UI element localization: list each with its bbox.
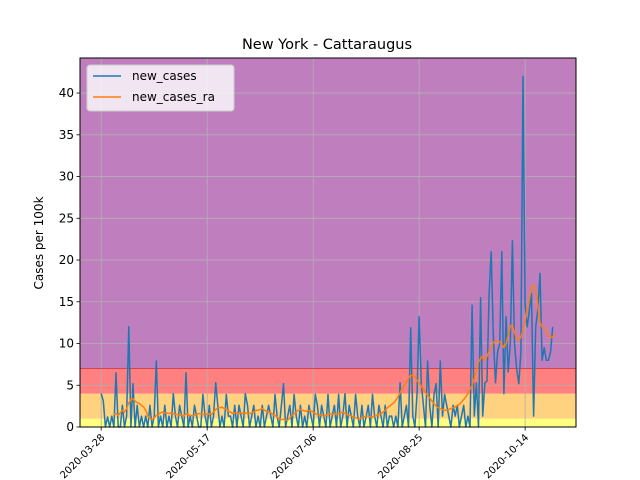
y-tick-label: 25 <box>59 211 74 225</box>
risk-band-0 <box>80 418 576 427</box>
y-tick-label: 0 <box>66 420 74 434</box>
y-tick-label: 40 <box>59 86 74 100</box>
y-tick-label: 35 <box>59 128 74 142</box>
legend-label-new_cases: new_cases <box>132 69 197 83</box>
y-tick-label: 5 <box>66 378 74 392</box>
y-tick-label: 30 <box>59 170 74 184</box>
series-lines <box>100 75 556 428</box>
y-axis-label: Cases per 100k <box>32 196 46 289</box>
risk-bands <box>80 58 576 427</box>
series-line-new_cases <box>100 75 554 428</box>
y-axis: 0 5 10 15 20 25 30 35 40 <box>59 86 80 434</box>
legend-label-new_cases_ra: new_cases_ra <box>132 90 215 104</box>
chart-title: New York - Cattaraugus <box>242 37 412 53</box>
x-tick-label: 2020-03-28 <box>58 432 107 480</box>
axes-frame <box>79 57 577 428</box>
legend-box <box>86 64 235 112</box>
x-tick-label: 2020-07-06 <box>270 432 319 480</box>
series-line-new_cases_ra <box>113 284 556 422</box>
x-axis: 2020-03-28 2020-05-17 2020-07-06 2020-08-25… <box>58 427 531 480</box>
legend: new_cases new_cases_ra <box>86 64 235 112</box>
x-tick-label: 2020-10-14 <box>482 432 531 480</box>
y-tick-label: 10 <box>59 337 74 351</box>
x-tick-label: 2020-05-17 <box>164 432 213 480</box>
x-tick-label: 2020-08-25 <box>376 432 425 480</box>
risk-band-2 <box>80 368 576 394</box>
y-tick-label: 15 <box>59 295 74 309</box>
y-tick-label: 20 <box>59 253 74 267</box>
